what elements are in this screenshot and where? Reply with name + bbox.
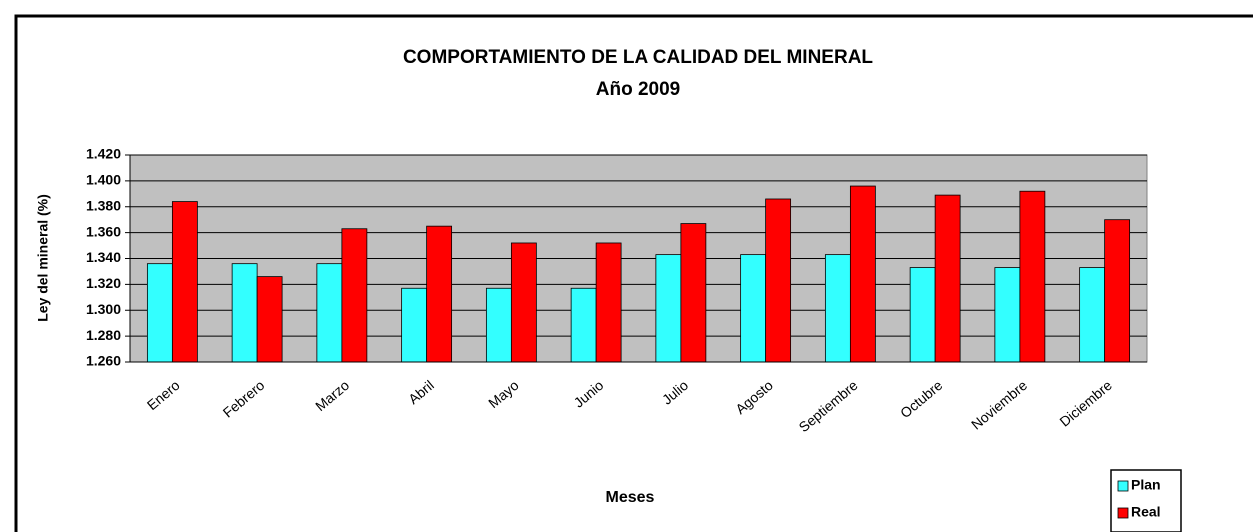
y-tick-label: 1.340 xyxy=(86,249,121,265)
bar xyxy=(994,267,1021,363)
chart-subtitle: Año 2009 xyxy=(596,79,680,100)
bar xyxy=(1104,219,1131,363)
bar xyxy=(341,228,368,363)
x-axis-title: Meses xyxy=(606,489,655,506)
bar xyxy=(740,254,767,363)
y-tick-label: 1.420 xyxy=(86,146,121,162)
y-tick-label: 1.320 xyxy=(86,275,121,291)
bar xyxy=(934,194,961,363)
bar xyxy=(231,263,258,363)
bar xyxy=(1019,190,1046,363)
y-tick-label: 1.360 xyxy=(86,223,121,239)
y-tick-label: 1.400 xyxy=(86,172,121,188)
bar xyxy=(595,242,622,363)
chart-title: COMPORTAMIENTO DE LA CALIDAD DEL MINERAL xyxy=(403,47,873,68)
y-tick-label: 1.280 xyxy=(86,327,121,343)
y-tick-label: 1.260 xyxy=(86,353,121,369)
bar xyxy=(426,225,453,363)
bar xyxy=(316,263,343,363)
legend-box xyxy=(1110,469,1182,532)
bar xyxy=(256,276,283,363)
legend-label: Real xyxy=(1131,504,1161,520)
bar xyxy=(171,201,198,363)
y-axis-title: Ley del mineral (%) xyxy=(35,194,51,322)
legend-label: Plan xyxy=(1131,477,1161,493)
legend-swatch xyxy=(1117,480,1129,492)
y-tick-label: 1.380 xyxy=(86,197,121,213)
bar xyxy=(570,287,597,363)
bar xyxy=(146,263,173,363)
bar xyxy=(765,198,792,363)
bar xyxy=(510,242,537,363)
bar xyxy=(1079,267,1106,363)
bar xyxy=(485,287,512,363)
bar xyxy=(824,254,851,363)
bar xyxy=(401,287,428,363)
legend-swatch xyxy=(1117,507,1129,519)
bar xyxy=(655,254,682,363)
bar xyxy=(909,267,936,363)
bar xyxy=(680,223,707,363)
bar xyxy=(849,185,876,363)
y-tick-label: 1.300 xyxy=(86,301,121,317)
